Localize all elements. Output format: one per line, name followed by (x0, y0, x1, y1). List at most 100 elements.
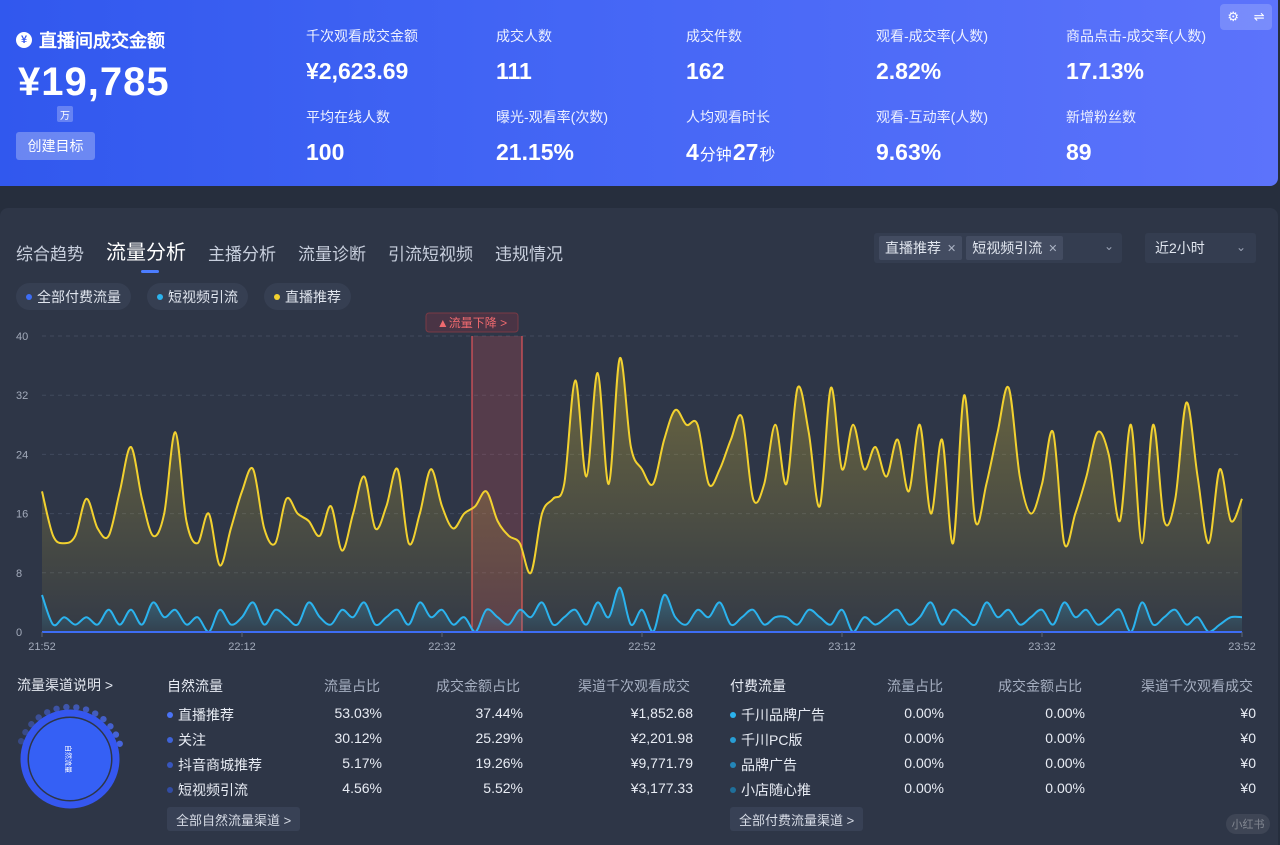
tab-short-video[interactable]: 引流短视频 (388, 245, 473, 264)
donut-ring (20, 709, 120, 809)
gmv-unit-badge: 万 (57, 106, 73, 122)
donut-segment-dot (63, 703, 70, 711)
donut-segment-dot (22, 729, 29, 736)
row-dot (730, 712, 736, 718)
row-label: 千川PC版 (741, 732, 803, 748)
tab-traffic-diagnosis[interactable]: 流量诊断 (298, 245, 366, 264)
table-cell-gmv-share: 19.26% (475, 755, 523, 771)
donut-segment-dot (17, 738, 25, 745)
donut-segment-dot (53, 705, 60, 712)
row-dot (730, 737, 736, 743)
table-cell-gpm: ¥2,201.98 (630, 730, 693, 746)
x-tick-label: 23:12 (828, 641, 856, 653)
series-area (42, 587, 1242, 632)
table-cell-share: 53.03% (334, 705, 382, 721)
y-tick-label: 32 (16, 390, 28, 402)
swap-icon[interactable]: ⇌ (1253, 9, 1265, 24)
table-row-name: 品牌广告 (730, 755, 797, 775)
table-cell-gmv-share: 0.00% (1045, 730, 1085, 746)
x-tick-label: 22:52 (628, 641, 656, 653)
series-area (42, 357, 1242, 632)
metric-label: 千次观看成交金额 (306, 28, 418, 44)
x-tick-label: 23:52 (1228, 641, 1256, 653)
metric-view-conversion: 观看-成交率(人数) 2.82% (876, 26, 988, 85)
table-row-name: 小店随心推 (730, 780, 811, 800)
table-title: 自然流量 (167, 678, 223, 694)
metric-value: 111 (496, 58, 532, 84)
metric-label: 观看-互动率(人数) (876, 109, 988, 125)
tab-traffic-analysis[interactable]: 流量分析 (106, 236, 186, 273)
donut-segment-dot (44, 709, 51, 716)
metric-label: 商品点击-成交率(人数) (1066, 28, 1206, 44)
metric-value: 17.13% (1066, 58, 1145, 84)
legend-item-short-video[interactable]: 短视频引流 (147, 283, 248, 310)
table-cell-share: 30.12% (334, 730, 382, 746)
row-dot (167, 737, 173, 743)
column-header: 成交金额占比 (436, 678, 520, 694)
donut-segment-dot (112, 731, 120, 738)
metric-value: 4分钟27秒 (686, 139, 776, 166)
metric-interaction-rate: 观看-互动率(人数) 9.63% (876, 107, 988, 166)
channel-explain-link[interactable]: 流量渠道说明 > (17, 677, 114, 693)
metric-click-conversion: 商品点击-成交率(人数) 17.13% (1066, 26, 1206, 85)
filter-chip[interactable]: 直播推荐 ✕ (879, 236, 963, 260)
table-cell-share: 0.00% (904, 705, 944, 721)
traffic-drop-badge[interactable] (425, 312, 519, 333)
chevron-down-icon[interactable]: ⌄ (1103, 239, 1114, 253)
all-natural-channels-link[interactable]: 全部自然流量渠道 > (167, 807, 301, 831)
chevron-down-icon: ⌄ (1235, 240, 1246, 254)
tab-violations[interactable]: 违规情况 (495, 245, 563, 264)
chart-legend: 全部付费流量 短视频引流 直播推荐 (16, 283, 367, 310)
row-dot (730, 762, 736, 768)
minutes-unit: 分钟 (699, 147, 732, 164)
table-cell-share: 5.17% (342, 755, 382, 771)
tab-host-analysis[interactable]: 主播分析 (208, 245, 276, 264)
legend-item-live-recommend[interactable]: 直播推荐 (264, 283, 351, 310)
table-cell-share: 4.56% (342, 780, 382, 796)
column-header: 渠道千次观看成交 (1141, 678, 1253, 694)
x-tick-label: 21:52 (28, 641, 56, 653)
gmv-title-label: 直播间成交金额 (39, 31, 165, 51)
channel-filter-select[interactable]: 直播推荐 ✕ 短视频引流 ✕ ⌄ (874, 233, 1122, 263)
table-cell-gpm: ¥3,177.33 (630, 780, 693, 796)
series-line-0[interactable] (41, 357, 1243, 575)
gear-icon[interactable]: ⚙ (1227, 9, 1240, 24)
filter-chip-label: 直播推荐 (885, 240, 941, 256)
time-range-select[interactable]: 近2小时 ⌄ (1145, 233, 1256, 263)
y-tick-label: 40 (16, 331, 28, 343)
legend-item-paid[interactable]: 全部付费流量 (16, 283, 131, 310)
column-header: 成交金额占比 (998, 678, 1082, 694)
table-cell-gmv-share: 37.44% (475, 705, 523, 721)
row-dot (730, 787, 736, 793)
donut-segment-dot (82, 706, 90, 713)
donut-segment-dot (107, 723, 114, 730)
table-cell-gpm: ¥0 (1240, 730, 1256, 746)
metric-buyers: 成交人数 111 (496, 26, 552, 85)
column-header: 流量占比 (324, 678, 380, 694)
banner-toolbar: ⚙ ⇌ (1220, 4, 1272, 30)
table-cell-share: 0.00% (904, 755, 944, 771)
table-row-name: 直播推荐 (167, 705, 234, 725)
table-cell-gmv-share: 25.29% (475, 730, 523, 746)
close-icon[interactable]: ✕ (947, 242, 957, 255)
table-cell-gpm: ¥0 (1240, 755, 1256, 771)
legend-label: 全部付费流量 (37, 288, 121, 305)
table-cell-share: 0.00% (904, 780, 944, 796)
metric-label: 平均在线人数 (306, 109, 390, 125)
create-goal-button[interactable]: 创建目标 (16, 132, 95, 160)
tab-overall-trend[interactable]: 综合趋势 (16, 245, 84, 264)
close-icon[interactable]: ✕ (1048, 242, 1058, 255)
series-line-1[interactable] (41, 586, 1243, 634)
metric-value: 162 (686, 58, 725, 84)
all-paid-channels-link[interactable]: 全部付费流量渠道 > (730, 807, 864, 831)
metric-items: 成交件数 162 (686, 26, 742, 85)
table-row-name: 千川PC版 (730, 730, 802, 750)
filter-chip[interactable]: 短视频引流 ✕ (966, 236, 1064, 260)
table-row-name: 抖音商城推荐 (167, 755, 262, 775)
traffic-line-chart[interactable]: ▲流量下降 > 0 8 16 24 32 40 21:52 22:12 22:32 22:52 23… (0, 300, 1280, 660)
metric-value: 2.82% (876, 58, 942, 84)
row-label: 千川品牌广告 (741, 707, 825, 723)
donut-core (29, 718, 111, 800)
table-cell-gmv-share: 0.00% (1045, 780, 1085, 796)
metric-value: 89 (1066, 139, 1092, 165)
